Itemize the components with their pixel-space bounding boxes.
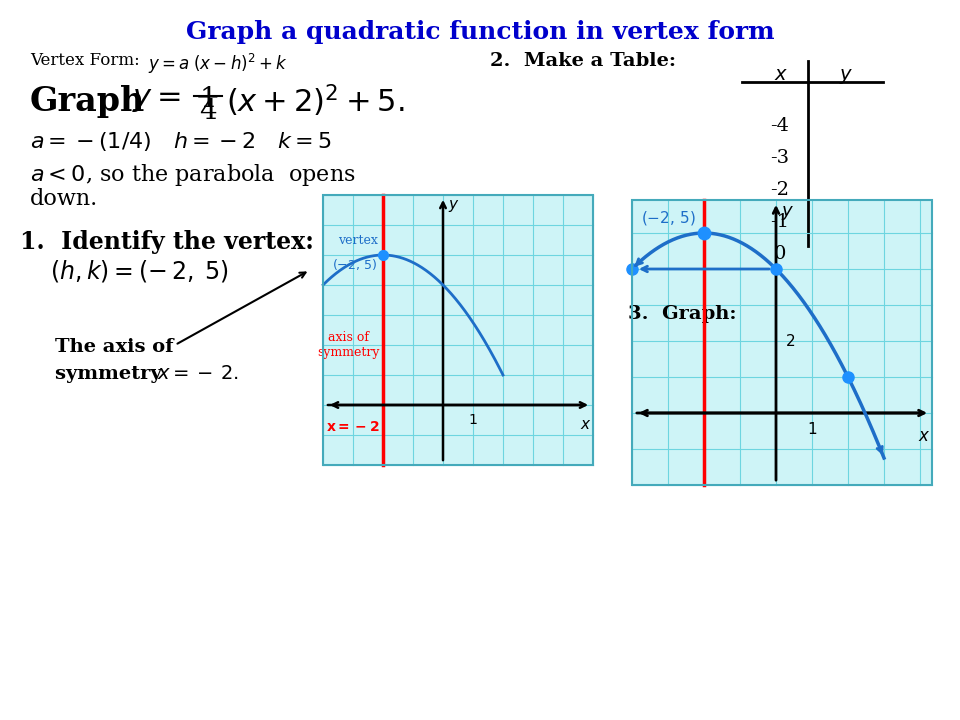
Text: 2.  Make a Table:: 2. Make a Table:	[490, 52, 676, 70]
Bar	[323, 195, 593, 465]
Text: y: y	[839, 65, 851, 84]
Text: x: x	[918, 427, 928, 445]
Text: down.: down.	[30, 188, 98, 210]
Text: $y = a\;(x - h)^2 + k$: $y = a\;(x - h)^2 + k$	[148, 52, 288, 76]
Text: Graph a quadratic function in vertex form: Graph a quadratic function in vertex for…	[185, 20, 775, 44]
Bar	[632, 200, 932, 485]
Text: y: y	[448, 197, 457, 212]
Text: -4: -4	[771, 117, 789, 135]
Text: $x = -\,2.$: $x = -\,2.$	[157, 365, 239, 383]
Text: Vertex Form:: Vertex Form:	[30, 52, 140, 69]
Text: -1: -1	[771, 213, 789, 231]
Text: $\mathbf{x = -2}$: $\mathbf{x = -2}$	[326, 420, 380, 434]
Text: 3.  Graph:: 3. Graph:	[628, 305, 736, 323]
Text: 1: 1	[199, 86, 217, 113]
Text: Graph: Graph	[30, 85, 145, 118]
Bar	[632, 200, 932, 485]
Text: x: x	[775, 65, 785, 84]
Text: The axis of: The axis of	[55, 338, 174, 356]
Text: $(-2,\,5)$: $(-2,\,5)$	[641, 209, 696, 227]
Text: 4: 4	[199, 98, 217, 125]
Text: -3: -3	[771, 149, 789, 167]
Text: $(h, k) = (-\,2,\;5)$: $(h, k) = (-\,2,\;5)$	[50, 258, 228, 284]
Text: x: x	[580, 417, 589, 432]
Bar	[323, 195, 593, 465]
Text: -2: -2	[771, 181, 789, 199]
Text: axis of
symmetry: axis of symmetry	[318, 331, 380, 359]
Text: 0: 0	[774, 245, 786, 263]
Text: 1: 1	[468, 413, 477, 427]
Text: $a = -(1/4)\quad h = -2\quad k = 5$: $a = -(1/4)\quad h = -2\quad k = 5$	[30, 130, 332, 153]
Text: $(x + 2)^2 + 5.$: $(x + 2)^2 + 5.$	[226, 83, 405, 120]
Text: vertex: vertex	[338, 234, 378, 247]
Text: 2: 2	[786, 333, 796, 348]
Text: 1.  Identify the vertex:: 1. Identify the vertex:	[20, 230, 314, 254]
Text: y: y	[781, 202, 792, 220]
Text: 1: 1	[807, 422, 817, 437]
Text: $a < 0$, so the parabola  opens: $a < 0$, so the parabola opens	[30, 162, 355, 188]
Text: $y = -$: $y = -$	[132, 83, 219, 114]
Text: $(-2,\,5)$: $(-2,\,5)$	[332, 257, 378, 272]
Text: symmetry: symmetry	[55, 365, 169, 383]
